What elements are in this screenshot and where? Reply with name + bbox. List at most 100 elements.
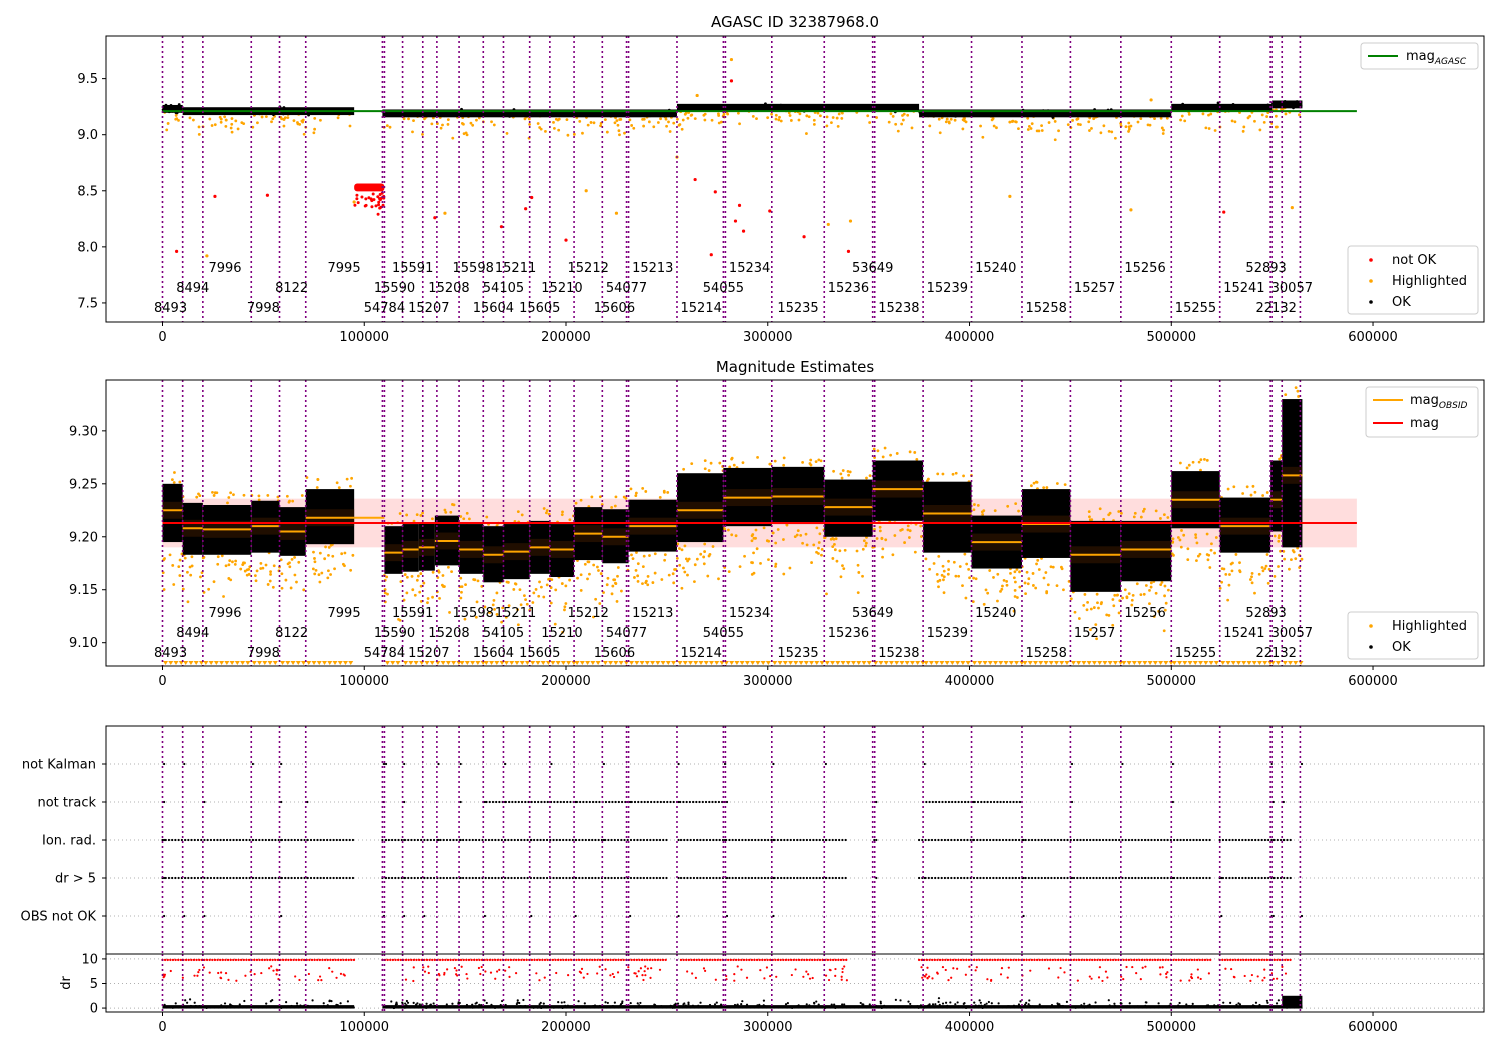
dr-ok-point xyxy=(671,1006,674,1009)
flag-point xyxy=(1189,838,1192,842)
highlighted-point xyxy=(855,549,859,553)
not-ok-point xyxy=(524,207,528,211)
ok-point xyxy=(1107,112,1111,115)
dr-high-point xyxy=(275,969,278,972)
dr-clipped-point xyxy=(1249,958,1253,962)
dr-ok-point xyxy=(465,1003,469,1007)
flag-point xyxy=(1247,876,1250,880)
flag-point xyxy=(636,876,639,880)
flag-point xyxy=(708,876,712,880)
dr-clipped-point xyxy=(1046,958,1049,962)
flag-point xyxy=(462,838,465,842)
highlighted-point xyxy=(233,563,237,566)
legend-highlighted-marker xyxy=(1369,279,1373,283)
dr-clipped-point xyxy=(679,958,683,962)
highlighted-point xyxy=(942,578,945,582)
highlighted-point xyxy=(216,562,220,566)
dr-ok-point xyxy=(598,1004,602,1008)
flag-point xyxy=(423,876,426,880)
dr-ok-point xyxy=(265,1002,268,1005)
clipped-low-marker xyxy=(708,660,714,665)
highlighted-point xyxy=(1027,125,1031,128)
clipped-low-marker xyxy=(840,660,846,665)
highlighted-point xyxy=(205,254,209,258)
highlighted-point xyxy=(190,564,194,568)
flag-point xyxy=(607,876,610,880)
clipped-low-marker xyxy=(456,660,462,665)
dr-ok-point xyxy=(926,1004,930,1007)
flag-point xyxy=(332,876,335,880)
dr-clipped-point xyxy=(478,958,481,962)
flag-point xyxy=(242,838,245,842)
highlighted-point xyxy=(810,561,813,564)
dr-ok-point xyxy=(424,1006,428,1009)
highlighted-point xyxy=(868,474,872,478)
flag-point xyxy=(1030,838,1034,842)
flag-point xyxy=(875,876,878,880)
dr-ok-point xyxy=(458,1005,461,1008)
flag-point xyxy=(542,876,545,880)
dr-high-point xyxy=(733,979,736,982)
flag-point xyxy=(382,762,386,766)
flag-point xyxy=(689,876,692,880)
flag-point xyxy=(177,838,180,842)
highlighted-point xyxy=(398,512,402,515)
highlighted-point xyxy=(403,573,407,576)
dr-high-point xyxy=(641,973,644,977)
highlighted-point xyxy=(817,552,820,555)
dr-ok-point xyxy=(606,1001,609,1005)
flag-point xyxy=(633,876,636,880)
dr-ok-point xyxy=(842,1006,845,1009)
flag-point xyxy=(306,876,309,880)
flag-point xyxy=(1163,876,1166,880)
highlighted-point xyxy=(565,118,569,122)
highlighted-point xyxy=(835,116,839,120)
dr-clipped-point xyxy=(394,958,397,962)
obsid-label: 7998 xyxy=(247,646,280,661)
dr-ok-point xyxy=(1222,1001,1225,1004)
dr-clipped-point xyxy=(289,958,293,962)
flag-point xyxy=(796,838,799,842)
highlighted-point xyxy=(473,578,477,582)
legend-mag-obsid-sub: OBSID xyxy=(1439,401,1468,411)
flag-point xyxy=(1022,914,1025,918)
highlighted-point xyxy=(630,553,633,557)
ok-point xyxy=(307,113,310,117)
flag-point xyxy=(1171,800,1174,804)
highlighted-point xyxy=(348,124,352,128)
highlighted-point xyxy=(1298,113,1301,117)
ok-point xyxy=(592,113,596,117)
highlighted-point xyxy=(335,481,339,485)
flag-point xyxy=(1228,838,1231,842)
highlighted-point xyxy=(1148,588,1151,592)
dr-clipped-point xyxy=(816,958,819,962)
dr-high-point xyxy=(931,977,934,980)
dr-high-point xyxy=(1159,973,1162,976)
ok-point xyxy=(175,105,179,109)
highlighted-point xyxy=(848,219,853,223)
dr-ok-point xyxy=(316,1006,320,1009)
dr-ok-point xyxy=(669,1004,672,1008)
dr-clipped-point xyxy=(604,958,607,962)
flag-point xyxy=(478,876,481,880)
dr-clipped-point xyxy=(774,958,777,962)
highlighted-point xyxy=(636,574,640,578)
flag-point xyxy=(235,876,238,880)
highlighted-point xyxy=(935,573,939,576)
highlighted-point xyxy=(1163,594,1166,598)
flag-point xyxy=(190,838,193,842)
dr-high-point xyxy=(427,965,430,968)
highlighted-point xyxy=(327,553,330,557)
flag-point xyxy=(248,876,251,880)
highlighted-point xyxy=(538,580,541,584)
flag-point xyxy=(267,838,271,842)
dr-clipped-point xyxy=(632,958,636,962)
dr-high-point xyxy=(1190,973,1193,976)
dr-ok-point xyxy=(638,1004,641,1007)
highlighted-point xyxy=(750,572,754,576)
flag-point xyxy=(665,876,668,880)
dr-ok-point xyxy=(786,1006,789,1009)
dr-ok-point xyxy=(1168,1004,1171,1007)
flag-point xyxy=(972,876,976,880)
dr-ok-point xyxy=(757,1005,760,1008)
